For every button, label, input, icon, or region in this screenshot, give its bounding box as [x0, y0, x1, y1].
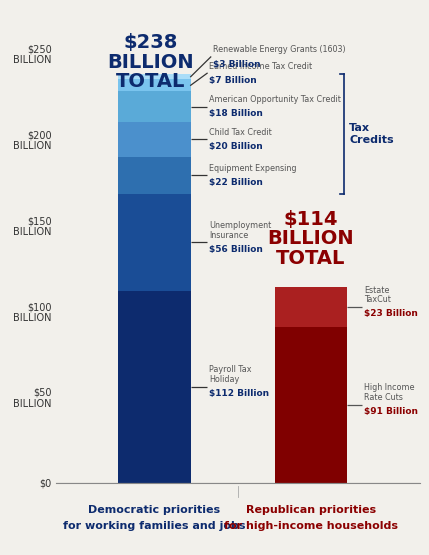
Text: $22 Billion: $22 Billion: [209, 178, 263, 187]
Text: for high-income households: for high-income households: [224, 521, 398, 531]
Bar: [275, 287, 347, 326]
Bar: [275, 326, 347, 483]
Text: Estate
TaxCut: Estate TaxCut: [364, 285, 391, 304]
Text: American Opportunity Tax Credit: American Opportunity Tax Credit: [209, 95, 341, 104]
Text: Equipment Expensing: Equipment Expensing: [209, 164, 296, 173]
Text: $56 Billion: $56 Billion: [209, 245, 263, 254]
Bar: [118, 290, 190, 483]
Text: $91 Billion: $91 Billion: [364, 407, 418, 416]
Text: for working families and jobs: for working families and jobs: [63, 521, 245, 531]
Text: $20 Billion: $20 Billion: [209, 142, 263, 151]
Bar: [118, 122, 190, 157]
Text: Payroll Tax
Holiday: Payroll Tax Holiday: [209, 365, 251, 384]
Text: High Income
Rate Cuts: High Income Rate Cuts: [364, 384, 414, 402]
Text: $3 Billion: $3 Billion: [213, 59, 260, 68]
Bar: [118, 74, 190, 79]
Text: $112 Billion: $112 Billion: [209, 389, 269, 398]
Text: Renewable Energy Grants (1603): Renewable Energy Grants (1603): [213, 46, 345, 54]
Text: Child Tax Credit: Child Tax Credit: [209, 128, 272, 137]
Bar: [118, 79, 190, 91]
Text: $23 Billion: $23 Billion: [364, 309, 418, 319]
Bar: [118, 194, 190, 290]
Bar: [118, 91, 190, 122]
Text: Democratic priorities: Democratic priorities: [88, 505, 220, 515]
Text: Earned Income Tax Credit: Earned Income Tax Credit: [209, 62, 312, 70]
Text: Unemployment
Insurance: Unemployment Insurance: [209, 221, 271, 240]
Text: Tax
Credits: Tax Credits: [349, 123, 394, 145]
Text: $114
BILLION
TOTAL: $114 BILLION TOTAL: [268, 210, 354, 268]
Text: $238
BILLION
TOTAL: $238 BILLION TOTAL: [107, 33, 194, 92]
Text: $7 Billion: $7 Billion: [209, 76, 257, 85]
Bar: [118, 157, 190, 194]
Text: $18 Billion: $18 Billion: [209, 109, 263, 118]
Text: Republican priorities: Republican priorities: [246, 505, 376, 515]
